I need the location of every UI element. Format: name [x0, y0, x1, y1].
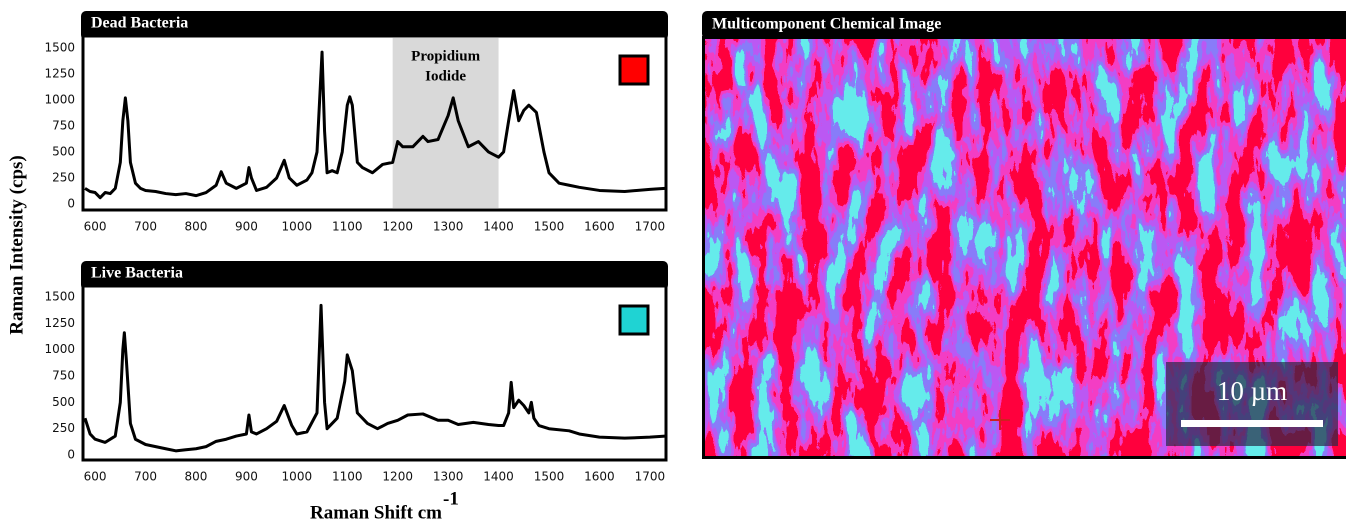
- image-title-bar: [702, 11, 1346, 39]
- highlight-label: Propidium: [411, 48, 480, 64]
- y-tick-label: 1250: [44, 316, 75, 330]
- x-tick-label: 1700: [635, 220, 666, 234]
- y-tick-label: 500: [52, 395, 75, 409]
- plot-area: [81, 34, 668, 212]
- y-tick-label: 500: [52, 144, 75, 158]
- x-tick-label: 1700: [635, 470, 666, 484]
- x-tick-label: 600: [84, 470, 107, 484]
- x-tick-label: 1400: [483, 470, 514, 484]
- spectrum-line: [83, 303, 666, 453]
- panel-title-bar: [81, 261, 668, 290]
- y-tick-label: 1000: [44, 92, 75, 106]
- panel-title: Live Bacteria: [91, 265, 183, 282]
- y-tick-label: 0: [67, 196, 75, 210]
- x-axis-label-superscript: -1: [443, 488, 459, 509]
- y-tick-label: 750: [52, 369, 75, 383]
- x-tick-label: 900: [235, 470, 258, 484]
- x-tick-label: 1200: [382, 220, 413, 234]
- x-tick-label: 700: [134, 470, 157, 484]
- scale-bar-box: [1166, 362, 1338, 446]
- x-axis-label: Raman Shift cm: [310, 502, 442, 523]
- x-tick-label: 1500: [534, 220, 565, 234]
- y-tick-label: 250: [52, 421, 75, 435]
- y-tick-label: 1500: [44, 40, 75, 54]
- scale-bar-label: 10 µm: [1217, 376, 1287, 406]
- x-tick-label: 700: [134, 220, 157, 234]
- x-tick-label: 1200: [382, 470, 413, 484]
- x-tick-label: 1300: [433, 470, 464, 484]
- x-tick-label: 1600: [584, 470, 615, 484]
- image-title: Multicomponent Chemical Image: [712, 16, 941, 33]
- x-tick-label: 900: [235, 220, 258, 234]
- x-tick-label: 1000: [282, 220, 313, 234]
- panel-title: Dead Bacteria: [91, 15, 188, 32]
- x-tick-label: 1400: [483, 220, 514, 234]
- x-tick-label: 600: [84, 220, 107, 234]
- scale-bar: [1181, 420, 1323, 427]
- x-tick-label: 1100: [332, 220, 363, 234]
- y-tick-label: 750: [52, 118, 75, 132]
- y-axis-label: Raman Intensity (cps): [6, 155, 27, 334]
- y-tick-label: 250: [52, 170, 75, 184]
- highlight-label: Iodide: [425, 68, 466, 84]
- x-tick-label: 1600: [584, 220, 615, 234]
- x-tick-label: 800: [185, 220, 208, 234]
- legend-swatch: [618, 54, 650, 86]
- y-tick-label: 1250: [44, 66, 75, 80]
- y-tick-label: 1500: [44, 289, 75, 303]
- x-tick-label: 1300: [433, 220, 464, 234]
- y-tick-label: 0: [67, 448, 75, 462]
- panel-title-bar: [81, 11, 668, 40]
- y-tick-label: 1000: [44, 342, 75, 356]
- x-tick-label: 1000: [282, 470, 313, 484]
- legend-swatch: [618, 304, 650, 336]
- x-tick-label: 1100: [332, 470, 363, 484]
- spectrum-line: [84, 50, 666, 200]
- x-tick-label: 800: [185, 470, 208, 484]
- x-tick-label: 1500: [534, 470, 565, 484]
